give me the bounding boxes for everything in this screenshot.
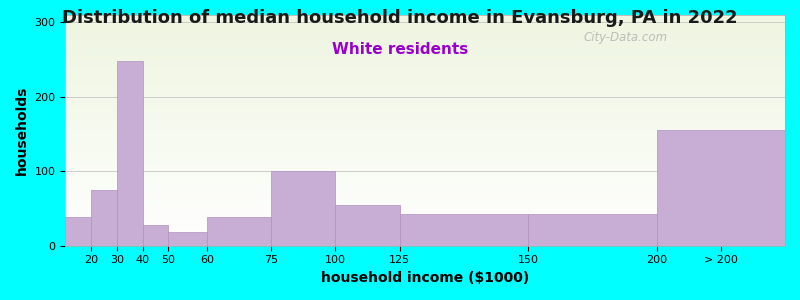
Bar — [335, 205, 399, 246]
Text: Distribution of median household income in Evansburg, PA in 2022: Distribution of median household income … — [62, 9, 738, 27]
Bar — [657, 130, 785, 246]
Bar — [66, 218, 91, 246]
Text: City-Data.com: City-Data.com — [583, 31, 668, 44]
Bar — [91, 190, 117, 246]
Y-axis label: households: households — [15, 86, 29, 175]
X-axis label: household income ($1000): household income ($1000) — [321, 271, 530, 285]
Bar — [271, 171, 335, 246]
Bar — [399, 214, 528, 246]
Bar — [117, 61, 142, 246]
Bar — [528, 214, 657, 246]
Bar — [168, 232, 206, 246]
Bar — [142, 225, 168, 246]
Bar — [206, 218, 271, 246]
Text: White residents: White residents — [332, 42, 468, 57]
